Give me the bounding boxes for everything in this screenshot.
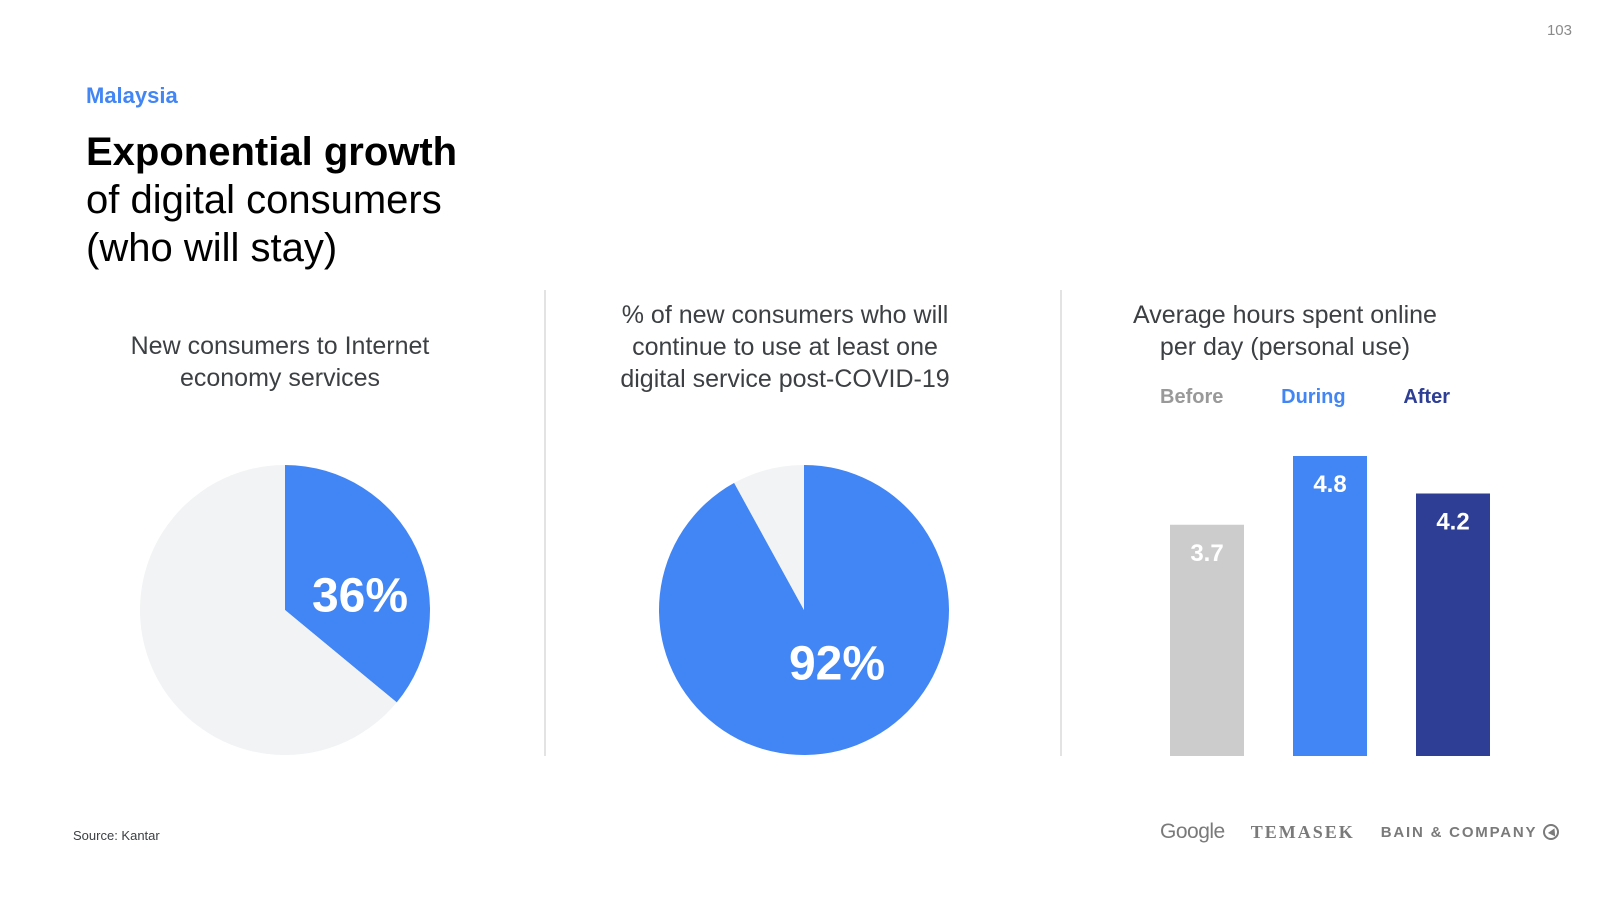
bar-label-after: 4.2 [1436, 509, 1469, 536]
source-note: Source: Kantar [73, 828, 160, 843]
bar-during [1293, 456, 1367, 756]
right-title-line-2: per day (personal use) [1159, 333, 1411, 361]
bar-after [1416, 493, 1490, 756]
middle-title-line-3: digital service post-COVID-19 [620, 365, 950, 393]
middle-panel-title: % of new consumers who will continue to … [580, 299, 990, 395]
partner-logos: Google TEMASEK BAIN & COMPANY [1160, 820, 1560, 844]
divider-left [544, 290, 546, 756]
pie-slices-2 [659, 465, 949, 755]
pie-chart-continue-usage: 92% [659, 465, 949, 755]
page-title: Exponential growth of digital consumers … [86, 128, 457, 272]
right-title-line-1: Average hours spent online [1133, 301, 1437, 329]
pie1-slice-0 [285, 465, 430, 703]
bar-label-during: 4.8 [1313, 471, 1346, 498]
title-line-3: (who will stay) [86, 226, 338, 270]
legend-before: Before [1160, 386, 1224, 408]
legend-during: During [1281, 386, 1346, 408]
pie-chart-new-consumers: 36% [139, 465, 430, 755]
bar-chart-hours-online: 3.7 4.8 4.2 [1170, 456, 1490, 756]
middle-title-line-2: continue to use at least one [632, 333, 938, 361]
page-number: 103 [1546, 22, 1572, 39]
title-line-2: of digital consumers [86, 178, 442, 222]
pie-slices-1 [139, 465, 430, 755]
pie2-slice-1 [734, 465, 804, 610]
left-panel-title: New consumers to Internet economy servic… [80, 330, 480, 394]
pie-data-label-92: 92% [789, 638, 885, 691]
divider-right [1060, 290, 1062, 756]
left-title-line-1: New consumers to Internet [130, 332, 430, 360]
title-bold: Exponential growth [86, 130, 458, 174]
middle-title-line-1: % of new consumers who will [621, 301, 949, 329]
left-title-line-2: economy services [179, 364, 381, 392]
right-panel-title: Average hours spent online per day (pers… [1085, 299, 1485, 363]
bar-legend: Before During After [1160, 386, 1450, 409]
country-label: Malaysia [86, 83, 178, 108]
legend-after: After [1403, 386, 1450, 408]
bain-logo-text: BAIN & COMPANY [1380, 823, 1538, 841]
pie-data-label-36: 36% [312, 570, 408, 623]
temasek-logo: TEMASEK [1250, 821, 1355, 842]
pie1-slice-1 [139, 465, 397, 755]
google-logo: Google [1160, 820, 1225, 843]
bain-compass-icon [1543, 824, 1560, 840]
bar-label-before: 3.7 [1190, 540, 1223, 567]
bain-logo: BAIN & COMPANY [1381, 824, 1560, 841]
bar-before [1170, 524, 1244, 756]
